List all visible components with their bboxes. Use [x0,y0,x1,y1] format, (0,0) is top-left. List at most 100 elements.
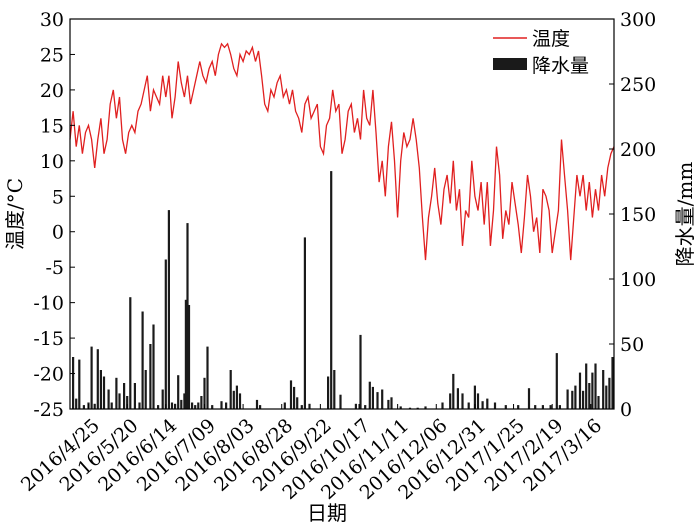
precip-bar [232,390,235,409]
precip-bar [200,396,203,409]
precip-bar [75,398,78,409]
precip-bar [376,392,379,409]
x-axis-title: 日期 [307,501,347,525]
precip-bar [549,405,552,409]
precip-bar [191,402,194,409]
precip-bar [467,402,470,409]
precip-bar [611,357,614,409]
precip-bar [387,399,390,409]
precip-bar [90,346,93,409]
legend: 温度 降水量 [493,28,589,77]
precip-bar [381,389,384,409]
temperature-line [69,42,615,261]
precip-bar [571,390,574,409]
precip-bar [473,385,476,409]
precip-bar [303,237,306,409]
right-tick-label: 250 [620,74,656,96]
precip-bar [368,381,371,409]
precip-bar [220,401,223,409]
precip-bar [138,402,141,409]
left-tick-label: -10 [33,293,64,315]
precip-bar [327,376,330,409]
precip-bar [183,393,186,409]
precip-bar [174,403,177,409]
precip-bar [133,383,136,409]
left-axis-title: 温度/°C [3,178,27,250]
right-tick-label: 100 [620,269,656,291]
right-tick-label: 0 [620,399,632,421]
precip-bar [597,396,600,409]
precip-bar [141,311,144,409]
precip-bar [359,334,362,409]
precip-bar [588,383,591,409]
left-tick-label: -20 [33,364,64,386]
precip-bar [333,370,336,409]
precip-bar [481,401,484,409]
precip-bar [493,402,497,409]
precip-bar [164,259,167,409]
right-tick-label: 300 [620,9,656,31]
legend-bar-swatch [493,58,527,70]
precip-bar [107,389,110,409]
left-tick-label: 20 [40,80,64,102]
precip-bar [300,405,303,409]
precip-bar [354,403,357,409]
left-tick-label: 25 [40,44,64,66]
precip-bar [585,363,588,409]
precip-bar [582,390,585,409]
precip-bar [211,405,214,409]
precip-bar [152,324,155,409]
precip-bar [177,375,180,409]
precip-bar [186,223,189,409]
precip-bar [574,385,577,409]
precip-bar [206,346,209,409]
precip-bar [255,399,259,409]
precip-bar [283,402,286,409]
precip-bar [555,353,558,409]
precip-bar [197,402,200,409]
precip-bar [129,297,132,409]
precip-bar [123,383,126,409]
precip-bar [110,402,113,409]
x-axis: 2016/4/252016/5/202016/6/142016/7/092016… [17,404,606,504]
precip-bar [504,405,507,409]
precip-bar [452,373,455,409]
precip-bar [289,380,293,409]
precip-bar [339,394,342,409]
precip-bar [118,393,121,409]
precip-bar [259,405,262,409]
left-tick-label: 5 [52,186,64,208]
left-tick-label: -15 [33,328,64,350]
precip-bar [203,377,206,409]
precip-bar [167,210,170,409]
precip-bar [399,406,402,409]
precip-bar [486,398,489,409]
precip-bar [78,359,81,409]
precip-bar [149,344,152,409]
precip-bar [476,393,480,409]
precip-bar [441,402,444,409]
left-axis: -25 -20 -15 -10 -5 0 5 10 15 20 25 30 [33,9,75,421]
precip-bar [157,405,160,409]
precip-bar [72,357,75,409]
precip-bar [605,385,608,409]
precip-bar [126,396,129,409]
precip-bar [180,399,183,409]
precip-bar [566,389,569,409]
precip-bar [308,403,311,409]
right-axis-title: 降水量/mm [673,162,697,267]
precip-bar [541,405,544,409]
precip-bar [82,405,85,409]
precip-bar [194,405,197,409]
precip-bar [115,377,118,409]
precip-bar [93,403,96,409]
precipitation-bars [72,171,614,409]
precip-bar [235,385,238,409]
left-tick-label: 30 [40,9,64,31]
precip-bar [144,370,147,409]
precip-bar [390,397,393,409]
precip-bar [96,349,99,409]
precip-bar [364,405,367,409]
precip-bar [424,406,427,409]
